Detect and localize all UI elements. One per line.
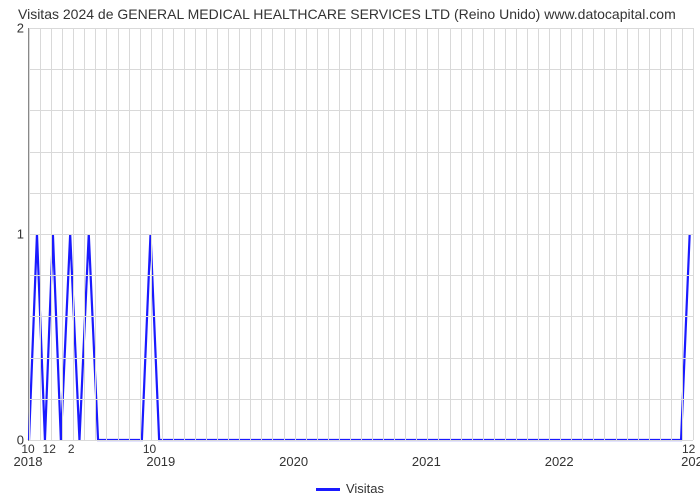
grid-line-v (40, 28, 41, 440)
x-year-label: 202 (681, 454, 700, 469)
x-month-label: 10 (21, 442, 34, 456)
grid-line-v (195, 28, 196, 440)
grid-line-v (505, 28, 506, 440)
grid-line-v (140, 28, 141, 440)
grid-line-v (328, 28, 329, 440)
legend: Visitas (0, 481, 700, 496)
grid-line-v (129, 28, 130, 440)
grid-line-v (616, 28, 617, 440)
grid-line-v (306, 28, 307, 440)
plot-area (28, 28, 693, 441)
grid-line-v (516, 28, 517, 440)
x-year-label: 2021 (412, 454, 441, 469)
x-month-label: 10 (143, 442, 156, 456)
x-year-label: 2019 (146, 454, 175, 469)
grid-line-v (372, 28, 373, 440)
grid-line-v (228, 28, 229, 440)
grid-line-v (604, 28, 605, 440)
grid-line-v (660, 28, 661, 440)
grid-line-v (538, 28, 539, 440)
grid-line-v (527, 28, 528, 440)
grid-line-v (450, 28, 451, 440)
grid-line-v (261, 28, 262, 440)
grid-line-v (383, 28, 384, 440)
grid-line-v (73, 28, 74, 440)
grid-line-v (284, 28, 285, 440)
grid-line-v (682, 28, 683, 440)
x-month-label: 12 (43, 442, 56, 456)
grid-line-v (350, 28, 351, 440)
grid-line-v (62, 28, 63, 440)
x-year-label: 2022 (545, 454, 574, 469)
grid-line-v (472, 28, 473, 440)
grid-line-v (693, 28, 694, 440)
grid-line-v (627, 28, 628, 440)
grid-line-h (29, 440, 693, 441)
grid-line-v (162, 28, 163, 440)
y-tick-label: 2 (4, 21, 24, 36)
grid-line-v (295, 28, 296, 440)
grid-line-v (339, 28, 340, 440)
grid-line-v (118, 28, 119, 440)
grid-line-v (461, 28, 462, 440)
grid-line-v (483, 28, 484, 440)
grid-line-v (95, 28, 96, 440)
x-month-label: 2 (68, 442, 75, 456)
grid-line-v (217, 28, 218, 440)
grid-line-v (394, 28, 395, 440)
grid-line-v (29, 28, 30, 440)
legend-swatch (316, 488, 340, 491)
grid-line-v (593, 28, 594, 440)
grid-line-v (173, 28, 174, 440)
x-year-label: 2018 (14, 454, 43, 469)
x-month-label: 12 (682, 442, 695, 456)
grid-line-v (106, 28, 107, 440)
chart-title: Visitas 2024 de GENERAL MEDICAL HEALTHCA… (18, 6, 676, 22)
grid-line-v (405, 28, 406, 440)
grid-line-v (416, 28, 417, 440)
grid-line-v (272, 28, 273, 440)
grid-line-v (51, 28, 52, 440)
legend-label: Visitas (346, 481, 384, 496)
x-year-label: 2020 (279, 454, 308, 469)
grid-line-v (361, 28, 362, 440)
grid-line-v (438, 28, 439, 440)
grid-line-v (582, 28, 583, 440)
grid-line-v (317, 28, 318, 440)
grid-line-v (250, 28, 251, 440)
grid-line-v (494, 28, 495, 440)
grid-line-v (84, 28, 85, 440)
grid-line-v (427, 28, 428, 440)
grid-line-v (671, 28, 672, 440)
grid-line-v (549, 28, 550, 440)
grid-line-v (184, 28, 185, 440)
grid-line-v (638, 28, 639, 440)
y-tick-label: 1 (4, 227, 24, 242)
grid-line-v (560, 28, 561, 440)
grid-line-v (571, 28, 572, 440)
grid-line-v (206, 28, 207, 440)
grid-line-v (151, 28, 152, 440)
grid-line-v (649, 28, 650, 440)
grid-line-v (239, 28, 240, 440)
chart-container: Visitas 2024 de GENERAL MEDICAL HEALTHCA… (0, 0, 700, 500)
